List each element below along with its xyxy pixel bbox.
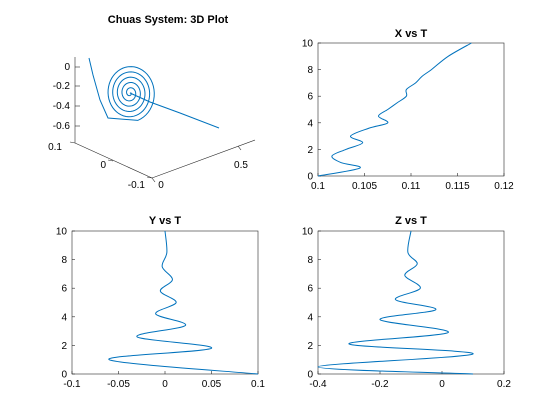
xvt-ticks: 0.1 0.105 0.11 0.115 0.12 0 2 4 6 8 10: [302, 39, 514, 193]
zvt-y-tick-label: 2: [307, 341, 313, 352]
xvt-y-tick-label: 8: [307, 65, 313, 76]
yvt-ticks: -0.1 -0.05 0 0.05 0.1 0 2 4 6 8 10: [56, 227, 266, 391]
xvt-x-tick-label: 0.105: [352, 181, 377, 192]
plot3d-y-tick: [146, 176, 153, 179]
yvt-title: Y vs T: [149, 215, 181, 227]
xvt-series-line: [317, 42, 472, 177]
yvt-y-tick-label: 6: [61, 284, 67, 295]
plot3d-y-tick: [107, 159, 114, 162]
plot3d-x-tick: [237, 145, 242, 151]
plot3d-y-axis: [74, 142, 153, 179]
yvt-y-tick-label: 8: [61, 255, 67, 266]
yvt-y-tick-label: 10: [56, 227, 68, 238]
plot3d-x-tick-label: 0.5: [234, 160, 248, 171]
yvt-x-tick-label: -0.1: [63, 379, 81, 390]
plot3d-z-tick-label: -0.2: [53, 81, 71, 92]
plot3d-y-tick-label: 0: [100, 160, 106, 171]
plot3d-z-tick-label: 0: [64, 62, 70, 73]
zvt-title: Z vs T: [395, 215, 427, 227]
zvt-x-tick-label: 0: [439, 379, 445, 390]
plot3d-x-axis: [151, 139, 256, 179]
yvt-y-tick-label: 2: [61, 341, 67, 352]
zvt-axes: [317, 230, 505, 375]
yvt-y-tick-label: 4: [61, 312, 67, 323]
yvt-x-tick-label: 0: [162, 379, 168, 390]
zvt-y-tick-label: 4: [307, 312, 313, 323]
xvt-title: X vs T: [395, 28, 428, 40]
yvt-series-line: [108, 230, 259, 375]
zvt-series-line: [317, 230, 474, 375]
yvt-x-tick-label: 0.05: [202, 379, 222, 390]
xvt-x-tick-label: 0.115: [445, 181, 470, 192]
yvt-y-tick-label: 0: [61, 370, 67, 381]
xvt-y-tick-label: 0: [307, 172, 313, 183]
zvt-y-tick-label: 10: [302, 227, 314, 238]
plot3d-z-tick-label: -0.6: [53, 121, 71, 132]
yvt-x-tick-label: 0.1: [251, 379, 265, 390]
plot3d-trajectory: [88, 57, 220, 129]
xvt-x-tick-label: 0.11: [402, 181, 421, 192]
xvt-panel: X vs T 0.1 0.105 0.11 0.115 0.12 0 2 4 6 8 10: [302, 28, 514, 192]
xvt-x-tick-label: 0.1: [311, 181, 325, 192]
yvt-axes: [71, 230, 259, 375]
yvt-x-tick-label: -0.05: [107, 379, 130, 390]
plot3d-panel: Chuas System: 3D Plot 0 -0.2 -0.4 -0.6 0…: [48, 14, 256, 191]
zvt-y-tick-label: 6: [307, 284, 313, 295]
plot3d-title: Chuas System: 3D Plot: [108, 14, 229, 26]
zvt-x-tick-label: 0.2: [497, 379, 511, 390]
xvt-y-tick-label: 10: [302, 39, 314, 50]
xvt-x-tick-label: 0.12: [494, 181, 514, 192]
xvt-axes: [317, 42, 505, 177]
zvt-x-tick-label: -0.4: [309, 379, 327, 390]
plot3d-x-tick: [151, 177, 156, 183]
zvt-ticks: -0.4 -0.2 0 0.2 0 2 4 6 8 10: [302, 227, 512, 391]
plot3d-y-tick: [69, 141, 76, 144]
yvt-panel: Y vs T -0.1 -0.05 0 0.05 0.1 0 2 4 6 8 10: [56, 215, 266, 390]
xvt-y-tick-label: 2: [307, 145, 313, 156]
xvt-y-tick-label: 6: [307, 92, 313, 103]
zvt-y-tick-label: 0: [307, 370, 313, 381]
xvt-y-tick-label: 4: [307, 118, 313, 129]
zvt-y-tick-label: 8: [307, 255, 313, 266]
zvt-x-tick-label: -0.2: [371, 379, 389, 390]
zvt-panel: Z vs T -0.4 -0.2 0 0.2 0 2 4 6 8 10: [302, 215, 512, 390]
plot3d-z-tick-label: -0.4: [53, 101, 71, 112]
plot3d-y-tick-label: 0.1: [48, 142, 62, 153]
plot3d-y-tick-label: -0.1: [128, 180, 146, 191]
plot3d-x-tick-label: 0: [158, 180, 164, 191]
